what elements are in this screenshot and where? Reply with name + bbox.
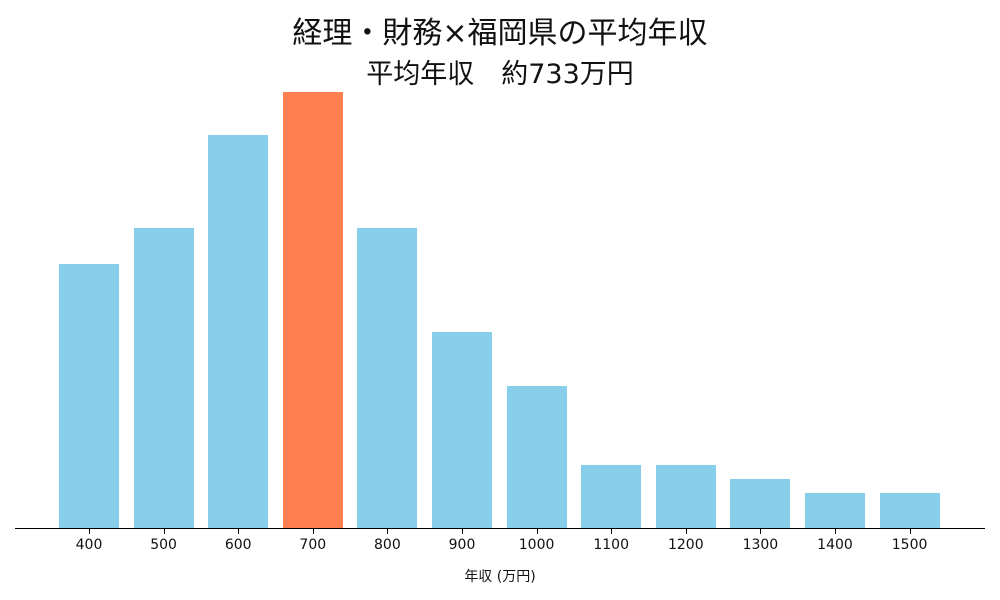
x-axis-label: 年収 (万円) [464,569,536,585]
bar-1300 [730,478,791,529]
x-tick [312,529,314,534]
bar-1100 [581,464,642,529]
x-tick [462,529,463,534]
bar-1400 [805,493,865,529]
x-tick [760,529,762,534]
x-tick-label: 1000 [518,537,555,553]
x-tick [536,529,538,534]
chart-subtitle: 平均年収 約733万円 [366,59,634,90]
x-tick [387,529,389,534]
bar-700 [282,92,343,529]
x-tick [835,529,836,534]
x-tick-label: 500 [150,537,177,553]
x-axis-line [15,528,985,529]
bar-600 [208,134,269,529]
x-tick-label: 1300 [742,537,779,553]
x-tick [611,529,613,534]
x-tick-label: 800 [374,537,401,553]
bar-1200 [655,464,716,529]
chart-title: 経理・財務×福岡県の平均年収 [292,16,708,51]
bar-900 [432,332,492,529]
plot-area [15,91,985,529]
x-tick [238,529,240,534]
x-tick-label: 400 [75,537,103,553]
bar-1000 [506,385,567,529]
x-tick-label: 600 [224,537,252,553]
bar-800 [357,228,418,529]
x-tick-label: 1100 [593,537,629,553]
x-tick [685,529,687,534]
x-tick-label: 700 [299,537,327,553]
x-tick-label: 1500 [891,537,928,553]
bar-400 [59,263,119,529]
x-tick-label: 900 [448,537,476,553]
x-tick [89,529,90,534]
x-tick-label: 1400 [817,537,853,553]
x-tick [909,529,911,534]
bar-1500 [879,493,940,529]
x-tick-label: 1200 [667,537,704,553]
x-tick [163,529,165,534]
bar-500 [133,228,194,529]
